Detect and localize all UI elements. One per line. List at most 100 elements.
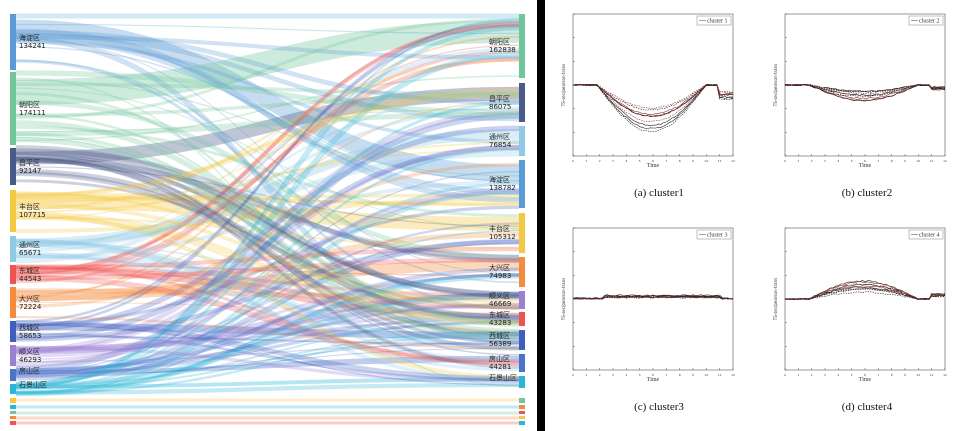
left-small-node-bar <box>10 411 16 414</box>
x-tick-label: 2 <box>811 373 813 377</box>
sankey-link <box>15 28 520 203</box>
x-tick-label: 4 <box>625 373 627 377</box>
sankey-link <box>15 229 520 394</box>
left-node-bar <box>10 236 16 262</box>
right-node-label: 通州区 76854 <box>489 133 511 149</box>
node-value: 134241 <box>19 42 46 50</box>
node-name: 海淀区 <box>19 34 40 42</box>
sankey-link <box>15 193 520 202</box>
sankey-link <box>15 257 520 281</box>
x-tick-label: 8 <box>679 373 681 377</box>
right-node-label: 西城区 56389 <box>489 332 511 348</box>
sankey-link <box>15 148 520 263</box>
sankey-link <box>15 113 520 327</box>
sankey-link <box>15 155 520 344</box>
sankey-link <box>15 26 520 387</box>
sankey-link <box>15 79 520 177</box>
cluster4-plot: 0 1 2 3 4 5 6 7 8 9 10 11 12 cluster 4 Time TS-sec/pear… <box>771 222 951 382</box>
x-axis-label: Time <box>859 163 872 168</box>
right-small-node-bar <box>519 405 525 409</box>
x-tick-label: 1 <box>585 159 587 163</box>
sankey-link <box>15 150 520 299</box>
sankey-link <box>15 320 520 375</box>
x-tick-label: 0 <box>784 159 786 163</box>
sankey-link <box>15 187 520 368</box>
node-value: 56389 <box>489 340 512 348</box>
sankey-link <box>15 242 520 351</box>
sankey-panel: 海淀区 134241 朝阳区 174111 昌平区 92147 丰台区 107715 通州区 65… <box>10 13 525 425</box>
sankey-link <box>15 320 520 387</box>
sankey-link <box>15 59 520 284</box>
sankey-link <box>15 252 520 372</box>
sankey-link <box>15 202 520 309</box>
cluster1-plot: 0 1 2 3 4 5 6 7 8 9 10 11 12 cluster 1 Time TS-sec/pear… <box>559 8 739 168</box>
x-tick-label: 2 <box>811 159 813 163</box>
y-axis-label: TS-sec/pearson-trans <box>773 278 778 321</box>
sankey-link <box>15 92 520 325</box>
sankey-link <box>15 273 520 374</box>
right-node-label: 海淀区 138782 <box>489 176 516 192</box>
sankey-link <box>15 324 520 386</box>
right-node-label: 朝阳区 162838 <box>489 38 516 54</box>
x-tick-label: 11 <box>718 159 722 163</box>
sankey-link <box>15 273 520 358</box>
node-name: 石景山区 <box>19 381 47 389</box>
x-tick-label: 9 <box>692 373 694 377</box>
sankey-link <box>15 56 520 278</box>
left-small-node-bar <box>10 405 16 409</box>
x-tick-label: 0 <box>572 159 574 163</box>
node-name: 朝阳区 <box>19 100 40 109</box>
node-value: 105312 <box>489 233 516 241</box>
sankey-link <box>16 323 519 339</box>
sankey-link <box>15 265 520 365</box>
caption-b: (b) cluster2 <box>841 187 893 199</box>
sankey-link <box>15 156 520 261</box>
x-tick-label: 11 <box>930 159 934 163</box>
sankey-link <box>15 144 520 341</box>
sankey-link <box>15 168 520 321</box>
node-value: 46669 <box>489 300 512 308</box>
sankey-link <box>15 301 520 314</box>
sankey-link <box>15 162 520 309</box>
node-value: 58653 <box>19 331 42 340</box>
sankey-link <box>15 288 520 301</box>
cluster-curve <box>784 83 946 94</box>
cluster-curve <box>784 83 946 102</box>
sankey-link <box>15 189 520 396</box>
left-small-node-bar <box>10 416 16 419</box>
x-tick-label: 5 <box>639 373 641 377</box>
sankey-link <box>15 108 520 133</box>
node-value: 65671 <box>19 249 42 257</box>
sankey-link <box>15 110 520 354</box>
x-tick-label: 3 <box>824 159 826 163</box>
sankey-link <box>15 171 520 373</box>
x-tick-label: 7 <box>877 373 879 377</box>
y-axis-label: TS-sec/pearson-trans <box>561 278 566 321</box>
node-name: 海淀区 <box>489 176 510 184</box>
sankey-link <box>15 136 520 336</box>
sankey-link <box>15 23 520 35</box>
left-node-label: 房山区 <box>19 367 40 375</box>
sankey-link <box>15 28 520 251</box>
legend-label: cluster 1 <box>707 19 728 25</box>
sankey-link <box>15 112 520 373</box>
left-node-label: 大兴区 72224 <box>19 295 41 311</box>
y-axis-label: TS-sec/pearson-trans <box>773 64 778 107</box>
x-tick-label: 9 <box>904 373 906 377</box>
left-node-label: 顺义区 46293 <box>19 348 41 364</box>
sankey-link <box>15 91 520 247</box>
right-node-label: 东城区 43283 <box>489 311 511 327</box>
right-node-bar <box>519 14 525 78</box>
legend-label: cluster 2 <box>919 19 940 25</box>
left-node-bar <box>10 287 16 318</box>
sankey-link <box>15 77 520 387</box>
node-value: 86075 <box>489 102 512 111</box>
right-node-bar <box>519 291 525 309</box>
sankey-link <box>15 38 520 275</box>
sankey-link <box>16 20 519 105</box>
node-name: 丰台区 <box>489 225 510 233</box>
x-tick-label: 12 <box>943 159 947 163</box>
right-node-bar <box>519 354 525 372</box>
sankey-link <box>15 246 520 270</box>
left-node-label: 昌平区 92147 <box>19 159 41 175</box>
